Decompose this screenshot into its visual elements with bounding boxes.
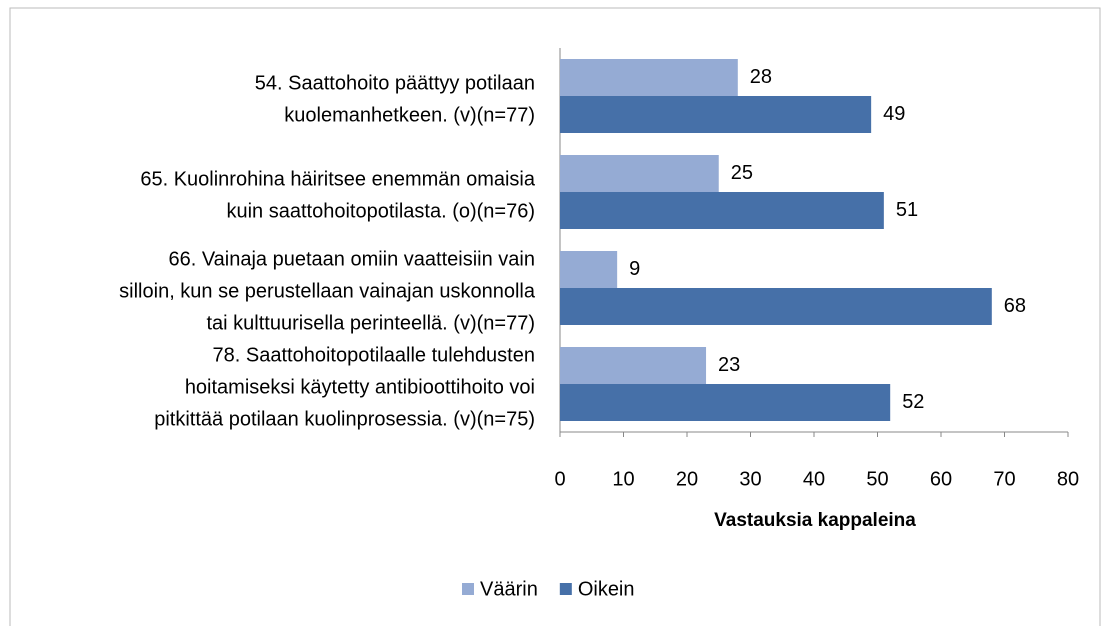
y-tick-label: kuin saattohoitopotilasta. (o)(n=76) [226,200,535,222]
data-label: 28 [750,66,772,88]
x-tick-label: 0 [554,468,565,490]
bar [560,59,738,96]
legend-swatch [559,583,572,595]
x-tick-label: 80 [1057,468,1079,490]
x-tick-label: 20 [676,468,698,490]
x-tick-label: 30 [739,468,761,490]
data-label: 25 [731,162,753,184]
x-tick-label: 40 [803,468,825,490]
bar [560,384,891,421]
x-tick-label: 50 [866,468,888,490]
bar [560,96,872,133]
y-tick-label: kuolemanhetkeen. (v)(n=77) [284,104,535,126]
data-label: 52 [902,391,924,413]
y-tick-label: pitkittää potilaan kuolinprosessia. (v)(… [154,408,535,430]
legend-label: Oikein [578,578,635,600]
data-label: 9 [629,258,640,280]
x-axis-title: Vastauksia kappaleina [714,510,916,531]
data-label: 23 [718,354,740,376]
data-label: 49 [883,103,905,125]
x-tick-label: 60 [930,468,952,490]
y-tick-label: 66. Vainaja puetaan omiin vaatteisiin va… [168,248,535,270]
y-tick-label: silloin, kun se perustellaan vainajan us… [119,280,536,302]
y-tick-label: tai kulttuurisella perinteellä. (v)(n=77… [207,312,536,334]
bar [560,155,719,192]
y-tick-label: 65. Kuolinrohina häiritsee enemmän omais… [140,168,536,190]
data-label: 51 [896,199,918,221]
y-tick-label: 54. Saattohoito päättyy potilaan [255,72,535,94]
data-label: 68 [1004,295,1026,317]
legend-swatch [462,583,474,595]
x-tick-label: 10 [612,468,634,490]
bar [560,347,707,384]
legend-label: Väärin [480,578,538,600]
x-tick-label: 70 [993,468,1015,490]
chart-frame [9,7,1101,626]
y-tick-label: 78. Saattohoitopotilaalle tulehdusten [213,344,535,366]
bar [560,192,884,229]
y-tick-label: hoitamiseksi käytetty antibioottihoito v… [185,376,535,398]
bar [560,288,992,325]
bar [560,251,618,288]
